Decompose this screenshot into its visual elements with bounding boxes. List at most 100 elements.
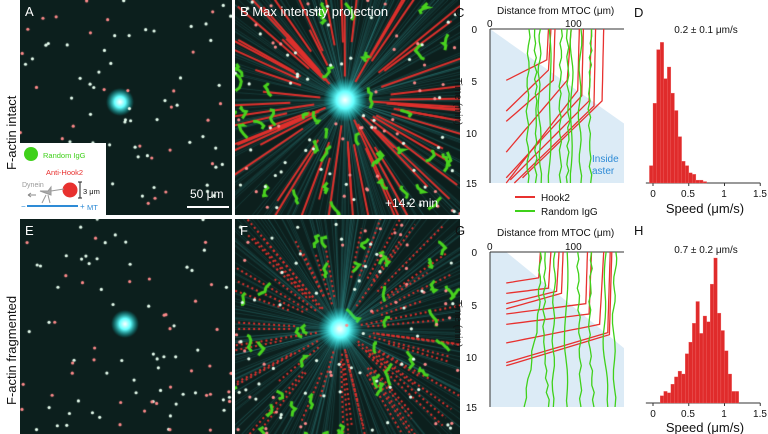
h-bar <box>713 257 718 404</box>
g-ytick-10: 10 <box>466 353 478 364</box>
c-hook2-track <box>505 28 556 122</box>
d-xtick-0: 0 <box>650 189 656 200</box>
d-bar <box>656 49 661 184</box>
d-bar <box>663 78 668 184</box>
legend-igg: Random IgG <box>541 207 598 218</box>
g-ytick-0: 0 <box>471 248 477 259</box>
h-xtick-0: 0 <box>650 409 656 420</box>
c-xtick-0: 0 <box>487 19 493 30</box>
h-bar <box>677 370 682 404</box>
h-bar <box>670 383 675 404</box>
c-ytick-15: 15 <box>466 179 478 190</box>
schematic-dynein: Dynein <box>22 182 44 189</box>
size-bracket <box>78 181 82 199</box>
d-bar <box>699 179 704 184</box>
h-bar <box>710 283 714 404</box>
d-bar <box>649 165 654 184</box>
mt-plus: + <box>80 202 85 211</box>
g-igg-track <box>587 251 595 408</box>
d-xtick-05: 0.5 <box>681 189 695 200</box>
g-igg-track <box>602 251 609 408</box>
micrograph-b-max-projection <box>235 0 460 215</box>
d-title: 0.2 ± 0.1 μm/s <box>674 25 738 36</box>
d-bar <box>695 179 700 184</box>
schematic-random-igg: Random IgG <box>43 151 86 160</box>
igg-bead-icon <box>24 147 38 161</box>
g-igg-track <box>542 251 550 408</box>
h-bar <box>724 350 729 404</box>
d-xtick-1: 1 <box>721 189 727 200</box>
h-bar <box>695 301 700 404</box>
d-bar <box>692 174 697 184</box>
h-bar <box>674 376 679 404</box>
h-xlabel: Speed (μm/s) <box>666 420 744 434</box>
schematic-size: 3 μm <box>83 187 100 196</box>
h-bar <box>735 391 739 404</box>
panel-label-b: B Max intensity projection <box>240 4 388 19</box>
g-hook2-track <box>506 251 552 294</box>
h-bar <box>688 341 693 404</box>
d-bar <box>667 66 672 184</box>
h-bar <box>685 353 689 404</box>
g-ylabel: Time (min) <box>452 300 463 347</box>
d-xtick-15: 1.5 <box>753 189 767 200</box>
h-bar <box>692 323 697 404</box>
c-igg-track <box>577 28 583 184</box>
h-title: 0.7 ± 0.2 μm/s <box>674 245 738 256</box>
g-hook2-track <box>506 251 564 310</box>
g-igg-track <box>611 251 618 408</box>
panel-label-d: D <box>634 5 644 20</box>
scalebar <box>187 206 229 208</box>
h-bar <box>663 391 668 404</box>
h-bar <box>702 315 707 404</box>
micrograph-e <box>20 219 232 434</box>
c-igg-track <box>533 28 538 184</box>
mt-minus: − <box>21 202 26 211</box>
legend-hook2: Hook2 <box>541 193 570 204</box>
c-ytick-10: 10 <box>466 129 478 140</box>
g-hook2-track <box>506 251 560 305</box>
panel-label-g: G <box>455 223 466 238</box>
g-hook2-track <box>506 251 611 364</box>
h-bar <box>681 373 686 404</box>
d-bar <box>677 136 682 184</box>
d-bar <box>660 42 664 184</box>
h-xtick-15: 1.5 <box>753 409 767 420</box>
c-xtick-100: 100 <box>565 19 582 30</box>
h-bar <box>727 373 732 404</box>
c-region-label: Inside aster <box>592 154 619 177</box>
h-bar <box>720 330 725 404</box>
h-bar <box>667 392 672 404</box>
panel-label-c: C <box>455 5 465 20</box>
c-hook2-track <box>522 28 605 179</box>
c-hook2-track <box>513 28 597 184</box>
g-ytick-15: 15 <box>466 403 478 414</box>
g-xtick-100: 100 <box>565 242 582 253</box>
c-igg-track <box>569 28 574 183</box>
c-igg-track <box>558 28 563 184</box>
g-igg-track <box>576 251 583 408</box>
h-bar <box>717 312 722 404</box>
g-ytick-5: 5 <box>471 301 477 312</box>
schematic-anti-hook2: Anti-Hook2 <box>46 168 83 177</box>
mt-label: MT <box>87 203 98 212</box>
h-xtick-1: 1 <box>721 409 727 420</box>
g-xlabel: Distance from MTOC (μm) <box>497 228 614 239</box>
c-aster-region <box>490 29 624 183</box>
panel-label-e: E <box>25 223 34 238</box>
micrograph-f-max-projection <box>235 219 460 434</box>
c-igg-track <box>587 28 593 184</box>
g-hook2-track <box>506 251 605 344</box>
c-igg-track <box>547 28 552 184</box>
g-igg-track <box>563 251 569 408</box>
hook2-bead-icon <box>62 182 78 198</box>
arrow-left-icon <box>27 192 36 198</box>
c-ytick-0: 0 <box>471 25 477 36</box>
g-hook2-track <box>506 251 589 315</box>
scalebar-label: 50 μm <box>190 187 224 201</box>
panel-label-f: F <box>240 223 248 238</box>
g-igg-track <box>523 251 543 408</box>
g-xtick-0: 0 <box>487 242 493 253</box>
h-bar <box>731 391 736 404</box>
